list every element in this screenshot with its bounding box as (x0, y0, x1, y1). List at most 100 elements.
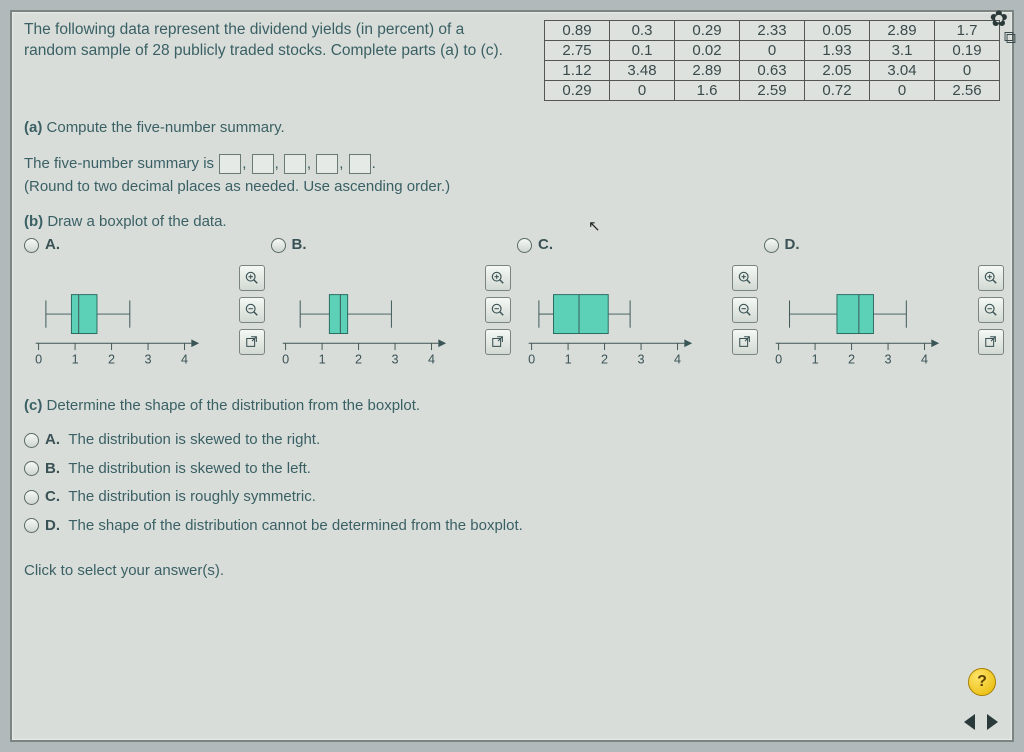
option-c-d[interactable]: D. The shape of the distribution cannot … (24, 512, 1000, 541)
data-cell: 0.19 (935, 41, 1000, 61)
data-cell: 1.6 (675, 81, 740, 101)
intro-line2: random sample of 28 publicly traded stoc… (24, 42, 503, 59)
part-c-options: A. The distribution is skewed to the rig… (24, 426, 1000, 540)
data-cell: 0 (935, 61, 1000, 81)
plot-tools (978, 265, 1004, 355)
data-cell: 0.29 (545, 81, 610, 101)
data-cell: 0.63 (740, 61, 805, 81)
radio-icon[interactable] (24, 433, 39, 448)
popout-icon[interactable] (485, 329, 511, 355)
answer-hint: Click to select your answer(s). (24, 562, 1000, 579)
data-cell: 3.04 (870, 61, 935, 81)
radio-icon[interactable] (24, 490, 39, 505)
data-cell: 0.89 (545, 21, 610, 41)
radio-icon[interactable] (764, 238, 779, 253)
data-cell: 0.29 (675, 21, 740, 41)
zoom-out-icon[interactable] (978, 297, 1004, 323)
part-b-label: (b) (24, 213, 43, 230)
data-cell: 2.05 (805, 61, 870, 81)
zoom-in-icon[interactable] (239, 265, 265, 291)
plot-tools (485, 265, 511, 355)
summary-input-2[interactable] (252, 154, 274, 174)
plot-tools (239, 265, 265, 355)
radio-icon[interactable] (24, 238, 39, 253)
data-cell: 2.89 (870, 21, 935, 41)
zoom-in-icon[interactable] (485, 265, 511, 291)
opt-c-c-text: The distribution is roughly symmetric. (68, 488, 316, 505)
copy-icon[interactable]: ⧉ (1004, 28, 1016, 48)
svg-text:2: 2 (355, 353, 362, 367)
option-label: C. (517, 236, 754, 253)
data-cell: 2.56 (935, 81, 1000, 101)
data-cell: 2.59 (740, 81, 805, 101)
summary-input-3[interactable] (284, 154, 306, 174)
summary-input-4[interactable] (316, 154, 338, 174)
svg-text:1: 1 (318, 353, 325, 367)
data-cell: 0.72 (805, 81, 870, 101)
radio-icon[interactable] (271, 238, 286, 253)
svg-text:2: 2 (601, 353, 608, 367)
summary-input-1[interactable] (219, 154, 241, 174)
summary-input-5[interactable] (349, 154, 371, 174)
popout-icon[interactable] (732, 329, 758, 355)
svg-text:2: 2 (108, 353, 115, 367)
data-cell: 2.89 (675, 61, 740, 81)
data-cell: 1.12 (545, 61, 610, 81)
boxplot-option-b[interactable]: B. 01234 (271, 236, 508, 379)
radio-icon[interactable] (24, 461, 39, 476)
svg-text:3: 3 (884, 353, 891, 367)
boxplot-area: 01234 (517, 259, 754, 379)
part-a-label: (a) (24, 119, 42, 136)
option-c-a[interactable]: A. The distribution is skewed to the rig… (24, 426, 1000, 455)
boxplot-area: 01234 (24, 259, 261, 379)
popout-icon[interactable] (239, 329, 265, 355)
boxplot-area: 01234 (271, 259, 508, 379)
zoom-in-icon[interactable] (732, 265, 758, 291)
option-c-b[interactable]: B. The distribution is skewed to the lef… (24, 455, 1000, 484)
svg-text:4: 4 (181, 353, 188, 367)
five-number-prefix: The five-number summary is (24, 155, 214, 172)
radio-icon[interactable] (24, 518, 39, 533)
data-cell: 0.02 (675, 41, 740, 61)
part-a-text: Compute the five-number summary. (47, 119, 285, 136)
radio-icon[interactable] (517, 238, 532, 253)
option-label: D. (764, 236, 1001, 253)
data-cell: 2.33 (740, 21, 805, 41)
svg-text:3: 3 (145, 353, 152, 367)
svg-text:2: 2 (848, 353, 855, 367)
help-button[interactable]: ? (968, 668, 996, 696)
plot-tools (732, 265, 758, 355)
boxplot-area: 0 1 2 3 4 (764, 259, 1001, 379)
part-a-note: (Round to two decimal places as needed. … (24, 178, 1000, 195)
data-cell: 3.1 (870, 41, 935, 61)
part-c: (c) Determine the shape of the distribut… (24, 397, 1000, 414)
popout-icon[interactable] (978, 329, 1004, 355)
zoom-out-icon[interactable] (239, 297, 265, 323)
nav-arrows (964, 714, 998, 730)
top-row: The following data represent the dividen… (24, 20, 1000, 101)
data-cell: 0.3 (610, 21, 675, 41)
boxplot-option-c[interactable]: C. 01234 (517, 236, 754, 379)
boxplot-option-d[interactable]: D. 0 1 2 3 4 (764, 236, 1001, 379)
option-c-c[interactable]: C. The distribution is roughly symmetric… (24, 483, 1000, 512)
svg-text:3: 3 (391, 353, 398, 367)
next-button[interactable] (987, 714, 998, 730)
data-cell: 1.93 (805, 41, 870, 61)
svg-text:1: 1 (811, 353, 818, 367)
five-number-suffix: . (372, 155, 376, 172)
zoom-out-icon[interactable] (732, 297, 758, 323)
part-a: (a) Compute the five-number summary. (24, 119, 1000, 136)
svg-text:4: 4 (921, 353, 928, 367)
part-b-text: Draw a boxplot of the data. (47, 213, 226, 230)
boxplot-option-a[interactable]: A. 01234 (24, 236, 261, 379)
svg-text:0: 0 (775, 353, 782, 367)
cursor-icon: ↖ (588, 217, 601, 235)
zoom-out-icon[interactable] (485, 297, 511, 323)
svg-text:0: 0 (35, 353, 42, 367)
opt-c-d-text: The shape of the distribution cannot be … (68, 517, 522, 534)
data-cell: 0 (610, 81, 675, 101)
prev-button[interactable] (964, 714, 975, 730)
data-cell: 3.48 (610, 61, 675, 81)
data-table: 0.890.30.292.330.052.891.72.750.10.0201.… (544, 20, 1000, 101)
zoom-in-icon[interactable] (978, 265, 1004, 291)
